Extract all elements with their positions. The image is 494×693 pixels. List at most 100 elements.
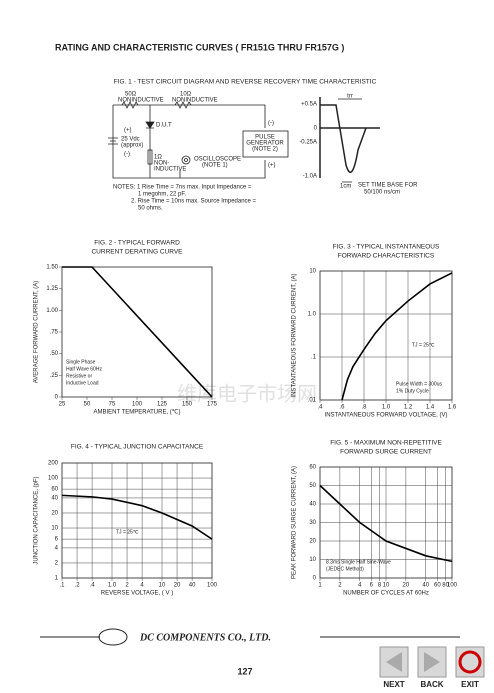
x-tick-label: 4 xyxy=(358,583,362,589)
figure1: FIG. 1 - TEST CIRCUIT DIAGRAM AND REVERS… xyxy=(108,79,380,183)
y-tick-label: 0 xyxy=(313,576,317,582)
x-tick-label: 150 xyxy=(182,402,193,408)
x-tick-label: 1.4 xyxy=(426,405,435,411)
y-tick-label: .25 xyxy=(50,373,59,379)
company: DC COMPONENTS CO., LTD. xyxy=(139,632,271,643)
y-tick-label: 10 xyxy=(309,269,316,275)
curve xyxy=(319,484,453,563)
x-tick-label: 125 xyxy=(157,402,168,408)
label: (+) xyxy=(268,163,276,169)
page-title: RATING AND CHARACTERISTIC CURVES ( FR151… xyxy=(55,42,344,52)
annotation: TJ = 25℃ xyxy=(116,529,139,535)
y-tick-label: .75 xyxy=(50,330,59,336)
level: -1.0A xyxy=(303,174,317,180)
label: INDUCTIVE xyxy=(154,167,186,173)
button-label[interactable]: BACK xyxy=(420,680,443,689)
timebase: SET TIME BASE FOR xyxy=(358,183,418,189)
icon xyxy=(424,652,440,672)
x-tick-label: .8 xyxy=(361,405,367,411)
x-tick-label: 10 xyxy=(159,583,166,589)
y-tick-label: 1.0 xyxy=(308,312,317,318)
y-tick-label: .50 xyxy=(50,351,59,357)
curve xyxy=(61,494,213,540)
y-tick-label: 0 xyxy=(55,395,59,401)
icon xyxy=(458,650,482,674)
page-number: 127 xyxy=(237,666,252,676)
note: NOTES: 1 Rise Time = 7ns max. Input Impe… xyxy=(113,185,252,191)
x-tick-label: 4 xyxy=(140,583,144,589)
x-tick-label: 50 xyxy=(84,402,91,408)
x-tick-label: 1.2 xyxy=(404,405,413,411)
x-axis-label: NUMBER OF CYCLES AT 60Hz xyxy=(343,591,429,597)
curve xyxy=(341,272,453,401)
x-axis-label: AMBIENT TEMPERATURE, (℃) xyxy=(93,410,180,416)
annotation: Resistive or xyxy=(66,373,92,379)
x-tick-label: 8 xyxy=(378,583,382,589)
note: 50 ohms. xyxy=(138,206,163,212)
label: 25 Vdc xyxy=(121,137,140,143)
label: (NOTE 1) xyxy=(202,163,228,169)
annotation: Half Wave 60Hz xyxy=(66,366,102,372)
chart-subtitle: FORWARD SURGE CURRENT xyxy=(340,449,432,456)
y-tick-label: 100 xyxy=(48,476,59,482)
label: GENERATOR xyxy=(246,141,284,147)
level: -0.25A xyxy=(299,140,317,146)
x-tick-label: 100 xyxy=(207,583,218,589)
figure1-labels: 50Ω NONINDUCTIVE 10Ω NONINDUCTIVE (+) 25… xyxy=(113,92,418,212)
x-tick-label: 20 xyxy=(174,583,181,589)
x-tick-label: 40 xyxy=(422,583,429,589)
level: 0 xyxy=(314,126,318,132)
note: 2. Rise Time = 10ns max. Source Impedanc… xyxy=(131,199,257,205)
x-tick-label: 20 xyxy=(403,583,410,589)
y-tick-label: 1.50 xyxy=(46,265,58,271)
x-tick-label: 25 xyxy=(59,402,66,408)
y-axis-label: PEAK FORWARD SURGE CURRENT, (A) xyxy=(292,466,298,579)
label: NONINDUCTIVE xyxy=(118,98,164,104)
label: (NOTE 2) xyxy=(252,147,278,153)
x-tick-label: 1.6 xyxy=(448,405,457,411)
annotation: TJ = 25℃ xyxy=(412,342,435,348)
x-tick-label: 1.0 xyxy=(382,405,391,411)
annotation: 8.3ms Single Half Sine-Wave xyxy=(326,559,391,565)
y-tick-label: 30 xyxy=(309,520,316,526)
logo xyxy=(98,628,128,646)
annotation: 1% Duty Cycle xyxy=(396,388,429,394)
label: NONINDUCTIVE xyxy=(172,98,218,104)
level: +0.5A xyxy=(301,102,317,108)
y-tick-label: 1 xyxy=(55,576,59,582)
y-axis-label: JUNCTION CAPACITANCE, (pF) xyxy=(34,476,40,564)
chart-title: FIG. 3 - TYPICAL INSTANTANEOUS xyxy=(333,244,440,251)
label: OSCILLOSCOPE xyxy=(194,157,241,163)
fig1-title: FIG. 1 - TEST CIRCUIT DIAGRAM AND REVERS… xyxy=(114,79,377,86)
label: (-) xyxy=(268,121,274,127)
x-tick-label: 175 xyxy=(207,402,218,408)
y-tick-label: 4 xyxy=(55,545,59,551)
chart-title: FIG. 2 - TYPICAL FORWARD xyxy=(94,240,180,247)
x-tick-label: 2 xyxy=(338,583,342,589)
button-label[interactable]: NEXT xyxy=(383,680,404,689)
x-tick-label: .4 xyxy=(90,583,96,589)
button-label[interactable]: EXIT xyxy=(461,680,479,689)
chart-title: FIG. 5 - MAXIMUM NON-REPETITIVE xyxy=(330,440,442,447)
note: 1 megohm, 22 pF. xyxy=(138,192,186,198)
y-tick-label: 50 xyxy=(309,483,316,489)
y-tick-label: 10 xyxy=(51,526,58,532)
x-tick-label: .4 xyxy=(317,405,323,411)
chart-subtitle: FORWARD CHARACTERISTICS xyxy=(338,253,435,260)
y-tick-label: 1.00 xyxy=(46,308,58,314)
trr-label: trr xyxy=(347,94,353,100)
x-axis-label: INSTANTANEOUS FORWARD VOLTAGE, (V) xyxy=(325,413,448,419)
label: (+) xyxy=(124,128,132,134)
annotation: Pulse Width = 300us xyxy=(396,381,442,387)
y-tick-label: 200 xyxy=(48,461,59,467)
x-tick-label: 2 xyxy=(125,583,129,589)
y-tick-label: 60 xyxy=(309,465,316,471)
label: (approx) xyxy=(121,143,143,149)
label: 10Ω xyxy=(180,92,192,98)
x-tick-label: .2 xyxy=(75,583,81,589)
annotation: Inductive Load xyxy=(66,380,99,386)
y-tick-label: 40 xyxy=(51,496,58,502)
y-tick-label: 20 xyxy=(51,511,58,517)
x-tick-label: 6 xyxy=(370,583,374,589)
